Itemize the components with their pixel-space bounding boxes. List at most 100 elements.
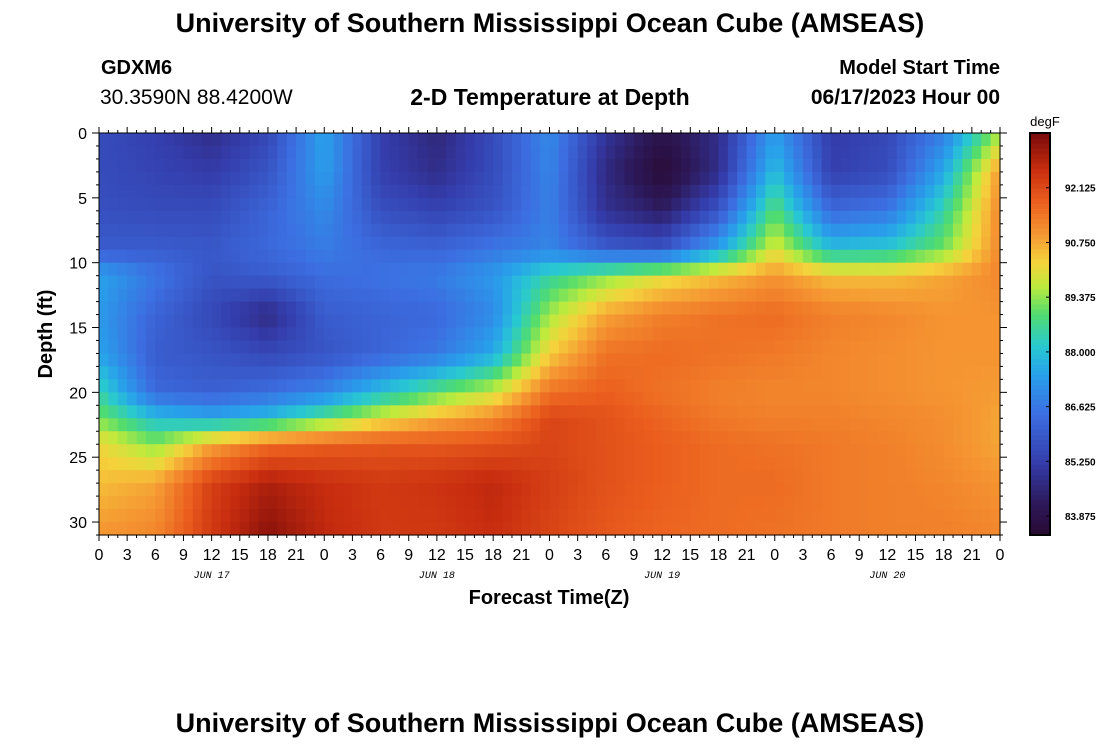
heatmap-cell [840, 509, 851, 523]
heatmap-cell [314, 275, 325, 290]
heatmap-cell [117, 236, 128, 251]
heatmap-cell [652, 366, 663, 380]
heatmap-cell [587, 301, 598, 316]
heatmap-cell [361, 392, 372, 406]
heatmap-cell [643, 197, 654, 212]
heatmap-cell [633, 262, 644, 277]
heatmap-cell [615, 184, 626, 199]
heatmap-cell [953, 418, 964, 432]
heatmap-cell [568, 275, 579, 290]
heatmap-cell [136, 145, 147, 160]
heatmap-cell [230, 418, 241, 432]
heatmap-cell [108, 223, 119, 238]
heatmap-cell [906, 184, 917, 199]
heatmap-cell [915, 210, 926, 225]
heatmap-cell [549, 262, 560, 277]
heatmap-cell [183, 275, 194, 290]
heatmap-cell [924, 197, 935, 212]
x-tick-label: 6 [827, 547, 836, 564]
heatmap-cell [211, 483, 222, 497]
heatmap-cell [709, 340, 720, 355]
heatmap-cell [934, 236, 945, 251]
heatmap-cell [117, 405, 128, 419]
heatmap-cell [662, 236, 673, 251]
heatmap-cell [671, 483, 682, 497]
heatmap-cell [746, 223, 757, 238]
heatmap-cell [737, 366, 748, 380]
heatmap-cell [765, 197, 776, 212]
x-tick-label: 3 [348, 547, 357, 564]
heatmap-cell [596, 197, 607, 212]
heatmap-cell [286, 431, 297, 445]
heatmap-cell [314, 171, 325, 186]
heatmap-cell [314, 509, 325, 523]
heatmap-cell [906, 262, 917, 277]
heatmap-cell [474, 197, 485, 212]
heatmap-cell [812, 197, 823, 212]
heatmap-cell [577, 379, 588, 393]
heatmap-cell [286, 470, 297, 484]
heatmap-cell [183, 340, 194, 355]
heatmap-cell [239, 223, 250, 238]
heatmap-cell [727, 301, 738, 316]
heatmap-cell [934, 184, 945, 199]
heatmap-cell [962, 301, 973, 316]
heatmap-cell [718, 392, 729, 406]
heatmap-cell [549, 197, 560, 212]
heatmap-cell [493, 262, 504, 277]
heatmap-cell [831, 210, 842, 225]
heatmap-cell [812, 210, 823, 225]
heatmap-cell [887, 236, 898, 251]
heatmap-cell [859, 133, 870, 147]
heatmap-cell [145, 223, 156, 238]
heatmap-cell [239, 418, 250, 432]
colorbar-segment [1030, 479, 1050, 486]
heatmap-cell [812, 262, 823, 277]
heatmap-cell [399, 405, 410, 419]
colorbar-segment [1030, 173, 1050, 179]
heatmap-cell [221, 470, 231, 484]
heatmap-cell [718, 314, 729, 329]
heatmap-cell [343, 133, 354, 147]
heatmap-cell [221, 223, 231, 238]
heatmap-cell [699, 223, 710, 238]
heatmap-cell [924, 392, 935, 406]
colorbar-segment [1030, 444, 1050, 451]
heatmap-cell [286, 184, 297, 199]
heatmap-cell [446, 184, 457, 199]
heatmap-cell [690, 379, 701, 393]
heatmap-cell [202, 418, 213, 432]
heatmap-cell [108, 470, 119, 484]
heatmap-cell [192, 171, 203, 186]
heatmap-cell [831, 405, 842, 419]
heatmap-cell [662, 340, 673, 355]
heatmap-cell [296, 444, 307, 458]
heatmap-cell [136, 236, 147, 251]
heatmap-cell [192, 418, 203, 432]
heatmap-cell [765, 327, 776, 342]
heatmap-cell [239, 509, 250, 523]
heatmap-cell [718, 340, 729, 355]
heatmap-cell [296, 184, 307, 199]
heatmap-cell [230, 275, 241, 290]
heatmap-cell [305, 366, 316, 380]
heatmap-cell [765, 340, 776, 355]
heatmap-cell [371, 184, 382, 199]
heatmap-cell [671, 145, 682, 160]
heatmap-cell [249, 353, 260, 368]
heatmap-cell [230, 444, 241, 458]
heatmap-cell [605, 431, 616, 445]
heatmap-cell [671, 470, 682, 484]
heatmap-cell [502, 457, 513, 471]
heatmap-cell [324, 366, 335, 380]
heatmap-cell [474, 418, 485, 432]
heatmap-cell [755, 145, 766, 160]
heatmap-cell [230, 145, 241, 160]
heatmap-cell [652, 145, 663, 160]
heatmap-cell [521, 210, 532, 225]
heatmap-cell [727, 288, 738, 303]
heatmap-cell [868, 236, 879, 251]
heatmap-cell [633, 379, 644, 393]
heatmap-cell [267, 262, 278, 277]
heatmap-cell [577, 133, 588, 147]
